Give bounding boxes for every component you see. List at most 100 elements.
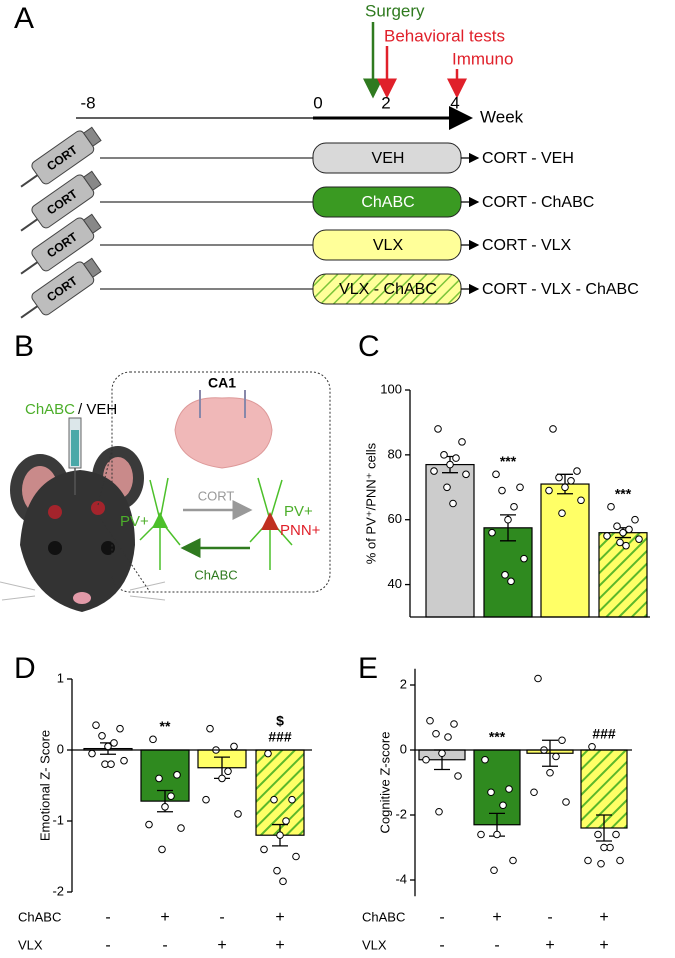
- data-point: [426, 716, 434, 725]
- data-point: [507, 577, 515, 586]
- y-tick-label: 60: [388, 511, 402, 526]
- injection-site: [48, 505, 62, 519]
- data-point: [558, 509, 566, 518]
- data-point: [161, 803, 169, 811]
- data-point: [116, 724, 124, 733]
- data-point: [260, 845, 268, 854]
- data-point: [155, 774, 163, 783]
- event-label: Behavioral tests: [384, 26, 505, 45]
- data-point: [607, 502, 615, 511]
- syringe-plunger: [82, 257, 102, 278]
- significance: **: [160, 718, 171, 734]
- data-point: [588, 742, 596, 751]
- data-point: [567, 477, 575, 485]
- syringe-plunger: [82, 213, 102, 234]
- data-point: [577, 496, 585, 505]
- neuron-body: [152, 512, 168, 528]
- outcome-label: CORT - VEH: [482, 150, 574, 167]
- condition-sign: -: [439, 909, 444, 926]
- data-point: [276, 831, 284, 840]
- data-point: [177, 824, 185, 832]
- needle: [20, 174, 38, 188]
- data-point: [631, 515, 639, 524]
- injection-site: [91, 501, 105, 515]
- data-point: [625, 525, 633, 534]
- data-point: [110, 739, 118, 747]
- data-point: [206, 724, 214, 733]
- condition-sign: +: [275, 937, 284, 954]
- data-point: [449, 499, 457, 508]
- neuron: [249, 477, 293, 570]
- data-point: [440, 451, 448, 459]
- treatment-label: VLX: [373, 237, 404, 254]
- data-point: [264, 749, 272, 758]
- condition-sign: -: [105, 937, 110, 954]
- injection-label: ChABC: [25, 401, 75, 418]
- data-point: [487, 788, 495, 797]
- data-point: [462, 470, 470, 479]
- condition-sign: +: [160, 909, 169, 926]
- region-label: CA1: [208, 375, 236, 391]
- data-point: [490, 866, 498, 875]
- data-point: [545, 486, 553, 495]
- data-point: [443, 483, 451, 492]
- timeline-tick: -8: [80, 93, 95, 112]
- y-tick-label: 2: [400, 676, 407, 691]
- data-point: [444, 733, 452, 741]
- arrow-label: CORT: [198, 488, 235, 503]
- outcome-label: CORT - VLX - ChABC: [482, 281, 639, 298]
- data-point: [509, 856, 517, 865]
- syringe-plunger: [82, 170, 102, 191]
- data-point: [552, 752, 560, 761]
- error-bar: [542, 739, 558, 767]
- data-point: [619, 528, 627, 537]
- mouse-head: [20, 470, 135, 612]
- data-point: [218, 774, 226, 783]
- treatment-label: VLX - ChABC: [339, 281, 437, 298]
- y-axis-label: % of PV⁺/PNN⁺ cells: [363, 442, 378, 564]
- data-point: [273, 866, 281, 875]
- y-tick-label: 0: [400, 741, 407, 756]
- syringe-fluid: [71, 430, 79, 466]
- panel-label: D: [14, 652, 36, 685]
- y-tick-label: -4: [395, 871, 407, 886]
- timeline: Surgery Behavioral tests Immuno -8 0 2 4…: [76, 1, 524, 130]
- neuron: [139, 477, 181, 570]
- condition-sign: -: [219, 909, 224, 926]
- data-point: [504, 515, 512, 524]
- data-point: [510, 502, 518, 511]
- event-label: Immuno: [452, 49, 513, 68]
- schematic: ChABC / VEH CA1 PV+ CORT ChABC PV+ PNN+: [0, 371, 331, 612]
- panel-label: B: [14, 330, 34, 363]
- condition-sign: +: [492, 909, 501, 926]
- panel-label: C: [358, 330, 380, 363]
- y-tick-label: -1: [52, 812, 64, 827]
- condition-name: VLX: [362, 937, 387, 952]
- data-point: [635, 535, 643, 543]
- data-point: [458, 438, 466, 446]
- y-tick-label: 100: [380, 381, 402, 396]
- syringe-plunger: [82, 126, 102, 147]
- data-point: [452, 454, 460, 462]
- data-point: [450, 720, 458, 728]
- data-point: [597, 859, 605, 868]
- data-point: [555, 473, 563, 482]
- data-point: [584, 856, 592, 865]
- data-point: [499, 801, 507, 810]
- data-point: [546, 768, 554, 777]
- outcome-label: CORT - VLX: [482, 237, 572, 254]
- y-tick-label: 80: [388, 446, 402, 461]
- significance: ***: [500, 453, 517, 469]
- condition-name: VLX: [18, 937, 43, 952]
- condition-sign: -: [439, 937, 444, 954]
- data-point: [270, 795, 278, 804]
- data-point: [173, 771, 181, 779]
- condition-name: ChABC: [18, 909, 61, 924]
- zoom-lines: [97, 449, 151, 593]
- panel-label: E: [358, 652, 378, 685]
- data-point: [234, 810, 242, 818]
- data-point: [88, 749, 96, 758]
- data-point: [202, 795, 210, 804]
- data-point: [145, 820, 153, 829]
